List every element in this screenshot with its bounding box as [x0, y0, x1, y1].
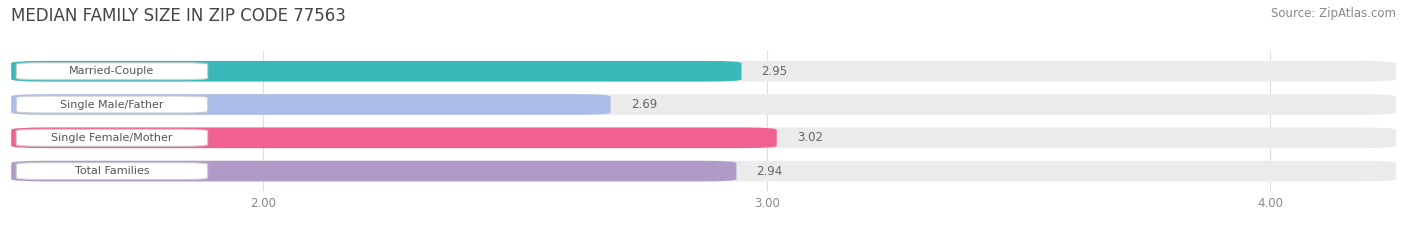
Text: Source: ZipAtlas.com: Source: ZipAtlas.com [1271, 7, 1396, 20]
FancyBboxPatch shape [11, 94, 1396, 115]
FancyBboxPatch shape [17, 163, 208, 180]
Text: MEDIAN FAMILY SIZE IN ZIP CODE 77563: MEDIAN FAMILY SIZE IN ZIP CODE 77563 [11, 7, 346, 25]
FancyBboxPatch shape [11, 61, 741, 82]
Text: 2.94: 2.94 [756, 164, 783, 178]
FancyBboxPatch shape [17, 96, 208, 113]
FancyBboxPatch shape [11, 161, 1396, 182]
FancyBboxPatch shape [11, 61, 1396, 82]
Text: 2.69: 2.69 [631, 98, 657, 111]
FancyBboxPatch shape [11, 127, 1396, 148]
FancyBboxPatch shape [11, 94, 610, 115]
FancyBboxPatch shape [17, 63, 208, 80]
Text: Single Female/Mother: Single Female/Mother [51, 133, 173, 143]
Text: Married-Couple: Married-Couple [69, 66, 155, 76]
Text: Total Families: Total Families [75, 166, 149, 176]
FancyBboxPatch shape [11, 127, 776, 148]
Text: Single Male/Father: Single Male/Father [60, 99, 163, 110]
Text: 3.02: 3.02 [797, 131, 823, 144]
FancyBboxPatch shape [17, 129, 208, 146]
Text: 2.95: 2.95 [762, 65, 787, 78]
FancyBboxPatch shape [11, 161, 737, 182]
